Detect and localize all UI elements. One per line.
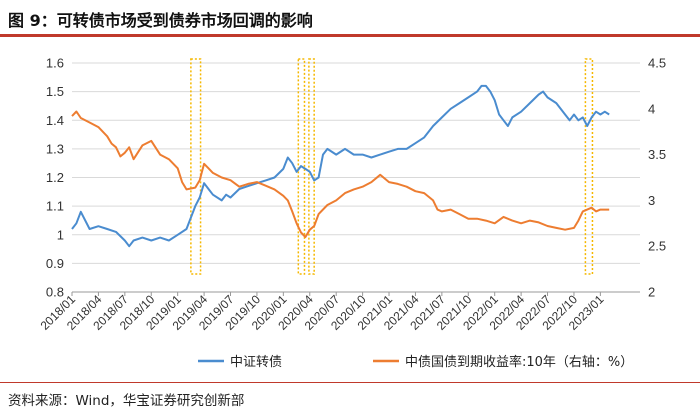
highlight-box: [308, 58, 315, 275]
highlight-box: [190, 58, 202, 275]
left-axis-tick-label: 1.4: [46, 113, 64, 128]
series-line-treasury-yield: [71, 110, 610, 238]
title-bar: 图 9：可转债市场受到债券市场回调的影响: [0, 0, 700, 37]
left-axis-tick-label: 1.1: [46, 199, 64, 214]
right-axis-tick-label: 3.5: [648, 147, 666, 162]
right-axis-tick-label: 3: [648, 193, 655, 208]
line-chart: 0.80.911.11.21.31.41.51.622.533.544.5201…: [38, 56, 667, 371]
chart-title: 图 9：可转债市场受到债券市场回调的影响: [8, 11, 313, 30]
right-axis-tick-label: 2: [648, 285, 655, 300]
left-axis-tick-label: 1.5: [46, 84, 64, 99]
highlight-box: [297, 58, 306, 275]
left-axis-tick-label: 0.8: [46, 285, 64, 300]
series-line-convertible-bond: [71, 84, 610, 248]
left-axis-tick-label: 1.6: [46, 56, 64, 71]
left-axis-tick-label: 0.9: [46, 256, 64, 271]
left-axis-tick-label: 1.2: [46, 170, 64, 185]
legend-label: 中债国债到期收益率:10年（右轴：%）: [405, 354, 633, 370]
right-axis-tick-label: 4.5: [648, 56, 666, 71]
left-axis-tick-label: 1: [57, 227, 64, 242]
right-axis-tick-label: 4: [648, 101, 655, 116]
highlight-box: [584, 58, 594, 275]
source-bar: 资料来源：Wind，华宝证券研究创新部: [0, 382, 700, 420]
legend-label: 中证转债: [230, 355, 282, 370]
source-note: 资料来源：Wind，华宝证券研究创新部: [8, 393, 245, 409]
left-axis-tick-label: 1.3: [46, 141, 64, 156]
right-axis-tick-label: 2.5: [648, 239, 666, 254]
